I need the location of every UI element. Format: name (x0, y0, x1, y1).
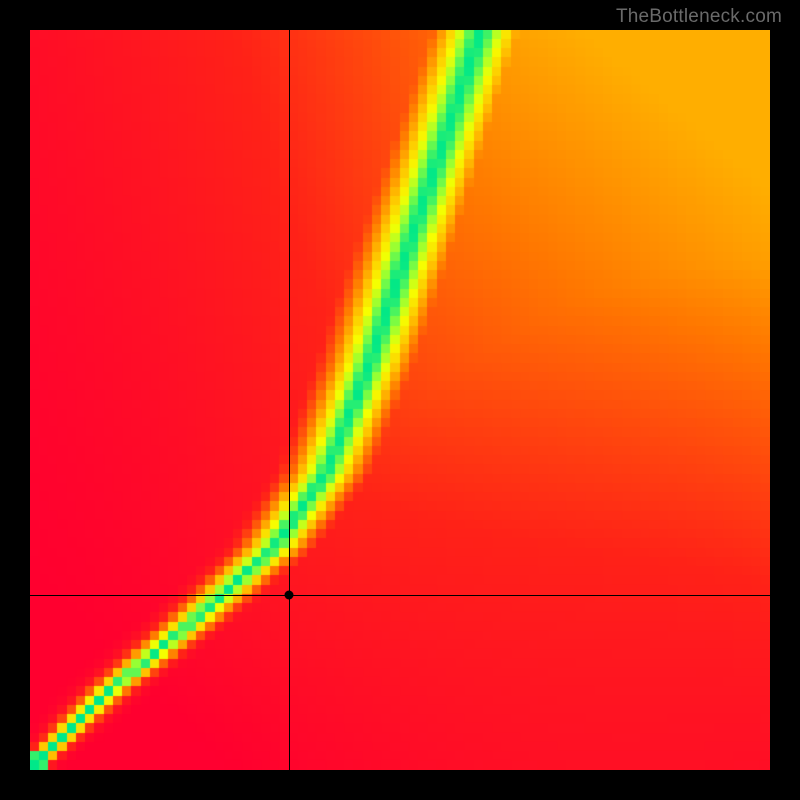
plot-area (30, 30, 770, 770)
crosshair-marker (285, 590, 294, 599)
watermark-text: TheBottleneck.com (616, 6, 782, 28)
crosshair-horizontal (30, 595, 770, 596)
crosshair-vertical (289, 30, 290, 770)
heatmap-canvas (30, 30, 770, 770)
